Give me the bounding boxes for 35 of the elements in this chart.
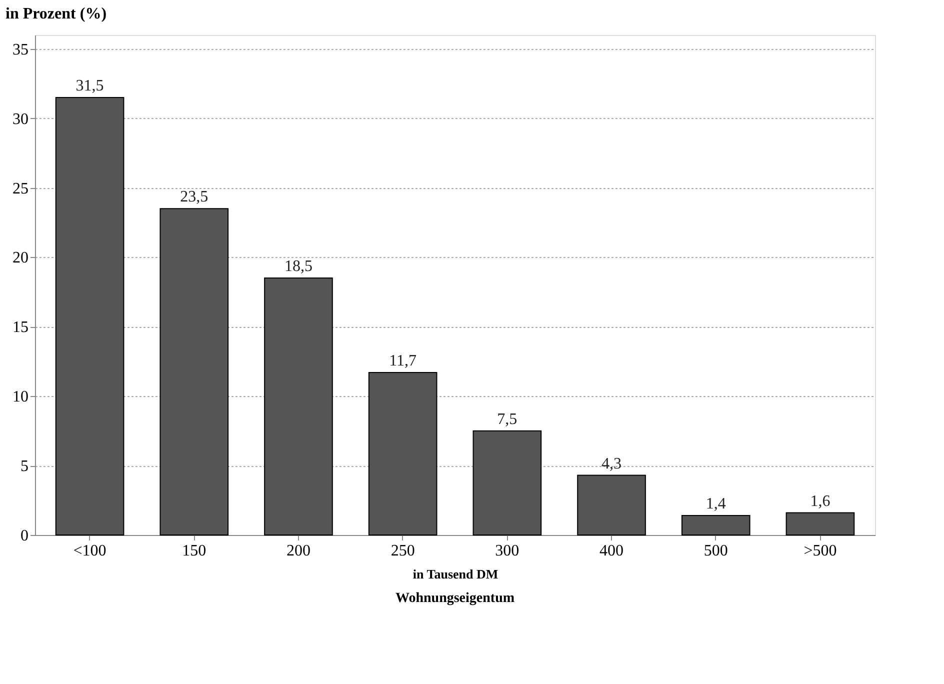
y-axis-title: in Prozent (%) [6,6,107,22]
y-tick-label: 20 [12,250,28,267]
x-tick-label: <100 [73,542,106,560]
bar [368,372,438,536]
data-label: 31,5 [76,78,104,94]
x-tick-label: 400 [600,542,624,560]
y-tick-label: 10 [12,388,28,406]
bar [577,474,646,536]
x-tick-label: 150 [182,542,206,560]
data-label: 4,3 [602,455,622,472]
x-tick-label: 200 [286,542,310,560]
x-tick-label: >500 [804,542,837,560]
text: Wohnungseigentum [395,591,515,606]
x-tick-label: 300 [495,542,520,560]
bar [264,278,333,536]
y-tick-label: 25 [12,180,28,198]
bar [160,208,229,536]
data-label: 18,5 [284,258,312,276]
y-tick-label: 15 [12,319,28,336]
bar [681,515,750,536]
y-tick-label: 5 [20,458,28,476]
bar [472,430,542,536]
y-tick-label: 30 [12,110,28,128]
data-label: 7,5 [497,410,518,428]
data-label: 1,6 [810,492,830,510]
data-label: 1,4 [706,496,726,513]
bar [55,97,124,536]
x-tick-label: 250 [390,542,415,560]
bar [786,512,855,536]
x-tick-label: 500 [704,542,728,560]
data-label: 11,7 [389,352,417,370]
x-axis-title: in Tausend DM [412,566,498,582]
data-label: 23,5 [180,188,208,206]
y-tick-label: 0 [20,528,28,544]
y-tick-label: 35 [12,41,28,58]
